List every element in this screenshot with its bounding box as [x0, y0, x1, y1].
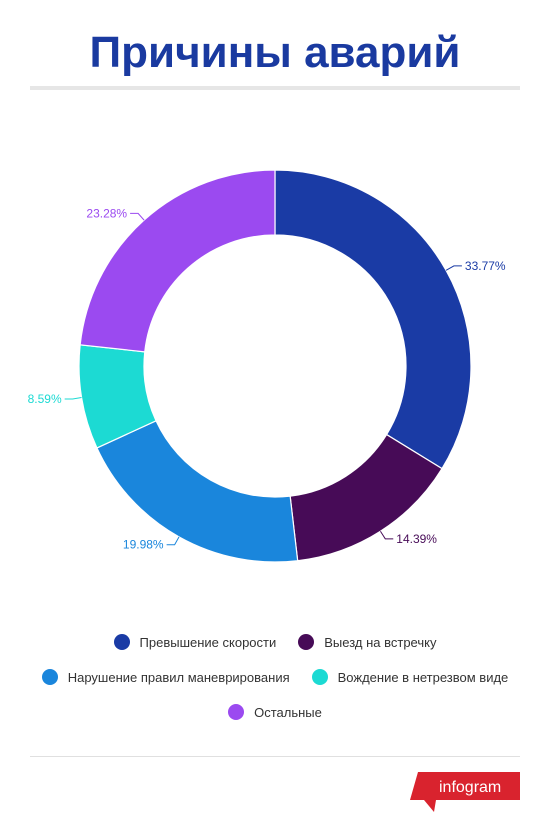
- legend-swatch: [113, 634, 130, 650]
- legend-label: Выезд на встречку: [324, 634, 437, 650]
- data-label: 8.59%: [28, 392, 62, 406]
- legend-row-2: Нарушение правил маневрирования Вождение…: [0, 669, 550, 685]
- legend-label: Превышение скорости: [139, 634, 277, 650]
- brand-name: infogram: [439, 779, 501, 796]
- legend-row-3: Остальные: [0, 704, 550, 720]
- legend-swatch: [228, 704, 245, 720]
- legend-label: Нарушение правил маневрирования: [67, 669, 290, 685]
- legend-item-speeding[interactable]: Превышение скорости: [113, 634, 277, 650]
- slice-speeding[interactable]: [274, 169, 472, 470]
- legend-item-other[interactable]: Остальные: [228, 704, 322, 720]
- data-label: 23.28%: [86, 206, 127, 220]
- legend-label: Остальные: [254, 704, 322, 720]
- legend-row-1: Превышение скорости Выезд на встречку: [0, 634, 550, 650]
- data-label: 19.98%: [123, 538, 164, 552]
- label-leader-line: [130, 212, 145, 221]
- label-leader-line: [445, 265, 462, 271]
- label-leader-line: [166, 536, 180, 546]
- legend-item-drunk-driving[interactable]: Вождение в нетрезвом виде: [311, 669, 509, 685]
- legend-swatch: [298, 634, 315, 650]
- label-leader-line: [64, 397, 82, 400]
- data-label: 14.39%: [396, 532, 437, 546]
- legend-item-oncoming[interactable]: Выезд на встречку: [298, 634, 436, 650]
- title-divider: [30, 86, 520, 90]
- legend-swatch: [311, 669, 328, 685]
- donut-chart: 33.77% 14.39% 19.98% 8.59% 23.28%: [28, 169, 506, 563]
- infogram-logo[interactable]: infogram: [410, 772, 520, 812]
- slice-other[interactable]: [79, 169, 276, 353]
- footer-divider: [30, 756, 520, 757]
- legend-label: Вождение в нетрезвом виде: [337, 669, 509, 685]
- legend-item-maneuvering[interactable]: Нарушение правил маневрирования: [41, 669, 290, 685]
- data-label: 33.77%: [465, 259, 506, 273]
- page-title: Причины аварий: [89, 28, 461, 77]
- legend-swatch: [41, 669, 58, 685]
- label-leader-line: [380, 530, 394, 540]
